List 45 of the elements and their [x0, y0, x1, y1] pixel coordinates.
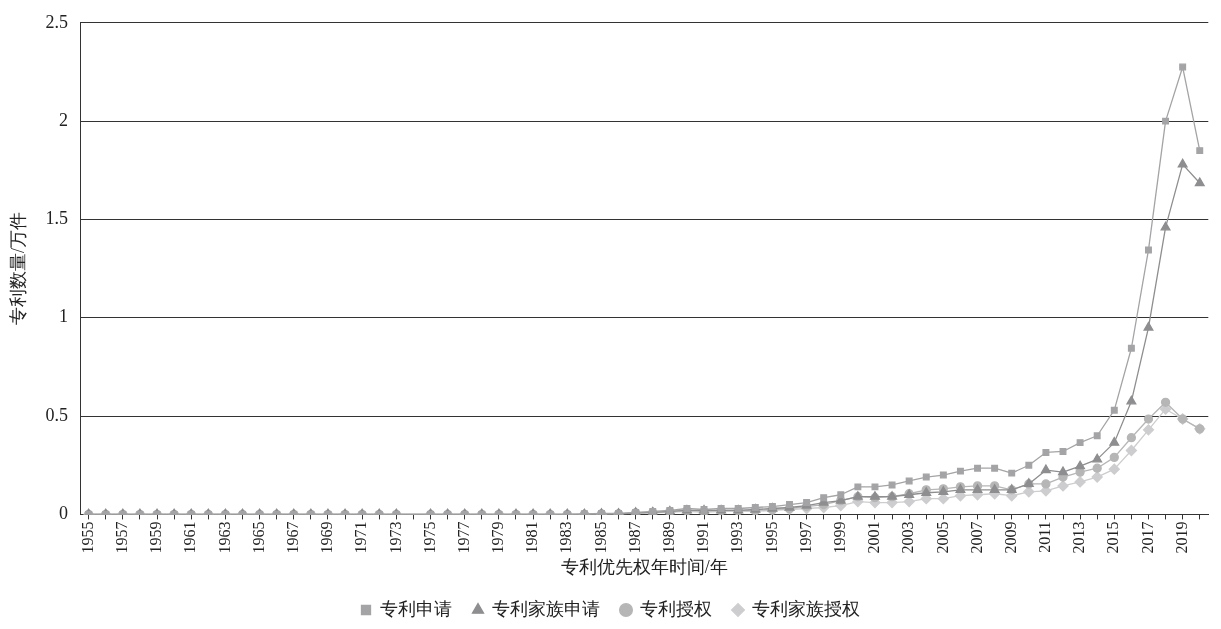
x-tick-label: 2013	[1070, 521, 1088, 554]
x-tick-label: 1975	[420, 521, 438, 554]
y-tick-label: 0	[59, 503, 69, 524]
x-tick-label: 1969	[318, 521, 336, 554]
legend-label: 专利家族授权	[751, 598, 860, 619]
x-tick-label: 2005	[933, 521, 951, 554]
x-tick-label: 2019	[1172, 521, 1190, 554]
y-axis-title: 专利数量/万件	[7, 212, 28, 326]
x-tick-label: 1977	[454, 521, 472, 554]
x-tick-label: 1991	[694, 521, 712, 554]
legend-label: 专利申请	[379, 598, 452, 619]
y-tick-label: 2.5	[45, 11, 69, 32]
x-tick-label: 1999	[830, 521, 848, 554]
x-tick-label: 2015	[1104, 521, 1122, 554]
x-tick-label: 1987	[625, 521, 643, 554]
x-tick-label: 1955	[78, 521, 96, 554]
x-tick-label: 1973	[386, 521, 404, 554]
y-tick-label: 0.5	[45, 404, 69, 425]
x-tick-label: 1965	[249, 521, 267, 554]
legend-label: 专利授权	[639, 598, 712, 619]
x-tick-label: 1959	[147, 521, 165, 554]
x-tick-label: 2007	[967, 521, 985, 554]
x-axis-title: 专利优先权年时间/年	[560, 556, 728, 577]
x-tick-label: 1981	[523, 521, 541, 554]
x-tick-label: 1957	[113, 521, 131, 554]
x-tick-label: 2009	[1001, 521, 1019, 554]
y-tick-label: 2	[59, 109, 69, 130]
x-tick-label: 1985	[591, 521, 609, 554]
x-tick-label: 1963	[215, 521, 233, 554]
y-tick-label: 1	[59, 306, 69, 327]
x-tick-label: 1971	[352, 521, 370, 554]
x-tick-label: 1983	[557, 521, 575, 554]
x-tick-label: 1993	[728, 521, 746, 554]
x-tick-label: 1967	[283, 521, 301, 554]
legend-label: 专利家族申请	[491, 598, 600, 619]
x-tick-label: 1997	[796, 521, 814, 554]
x-tick-label: 2001	[865, 521, 883, 554]
x-tick-label: 1961	[181, 521, 199, 554]
y-tick-label: 1.5	[45, 208, 69, 229]
x-tick-label: 1995	[762, 521, 780, 554]
x-tick-label: 2003	[899, 521, 917, 554]
x-tick-label: 1979	[489, 521, 507, 554]
x-tick-label: 2011	[1036, 521, 1054, 553]
x-tick-label: 1989	[660, 521, 678, 554]
x-tick-label: 2017	[1138, 521, 1156, 554]
